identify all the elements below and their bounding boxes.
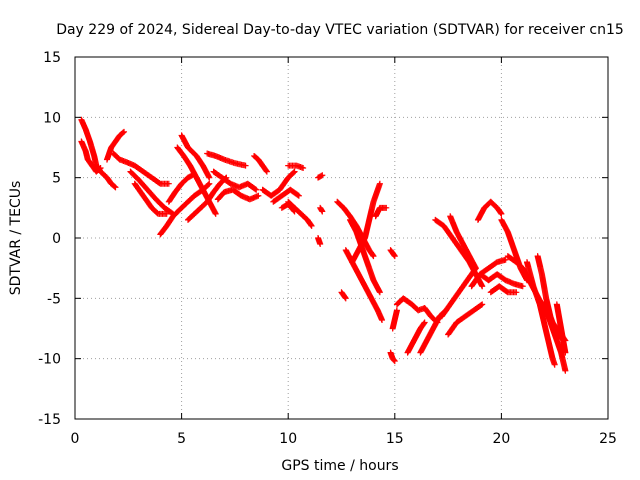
data-point	[263, 168, 270, 175]
data-point	[300, 165, 307, 172]
data-point	[252, 186, 259, 193]
y-tick-label: 10	[43, 110, 61, 126]
x-tick-label: 0	[71, 431, 80, 447]
data-point	[479, 301, 486, 308]
x-tick-label: 10	[279, 431, 297, 447]
data-point	[502, 256, 509, 263]
data-point	[291, 168, 298, 175]
grid	[75, 57, 608, 419]
data-point	[96, 165, 103, 172]
data-point	[562, 349, 569, 356]
data-point	[342, 295, 349, 302]
y-tick-label: 5	[52, 171, 61, 187]
x-tick-label: 5	[177, 431, 186, 447]
data-point	[421, 319, 428, 326]
data-point	[519, 283, 526, 290]
data-point	[497, 210, 504, 217]
data-point	[319, 172, 326, 179]
data-point	[291, 208, 298, 215]
data-point	[562, 367, 569, 374]
tick-labels: 0 5 10 15 20 25 -15 -10 -5 0 5 10 15	[38, 50, 617, 447]
data-point	[369, 252, 376, 259]
data-point	[308, 222, 315, 229]
data-point	[206, 174, 213, 181]
data-point	[498, 210, 505, 217]
data-point	[263, 167, 270, 174]
data-point	[294, 192, 301, 199]
data-point	[165, 180, 172, 187]
data-point	[376, 180, 383, 187]
data-point	[551, 361, 558, 368]
data-point	[391, 358, 398, 365]
y-axis-label: SDTVAR / TECUs	[8, 181, 24, 296]
y-tick-label: -15	[38, 412, 61, 428]
data-point	[242, 162, 249, 169]
y-tick-label: -10	[38, 352, 61, 368]
data-point	[472, 266, 479, 273]
x-tick-label: 20	[492, 431, 510, 447]
data-point	[308, 222, 315, 229]
data-point	[376, 289, 383, 296]
x-tick-label: 15	[386, 431, 404, 447]
data-point	[212, 210, 219, 217]
data-point	[290, 207, 297, 214]
data-point	[120, 129, 127, 136]
x-axis-label: GPS time / hours	[281, 458, 398, 474]
data-point	[393, 307, 400, 314]
data-point	[478, 302, 485, 309]
plot-frame	[74, 56, 609, 420]
data-point	[391, 252, 398, 259]
data-point	[383, 204, 390, 211]
data-point	[112, 184, 119, 191]
y-tick-label: -5	[47, 291, 61, 307]
data-point	[391, 253, 398, 260]
data-point	[379, 317, 386, 324]
data-point	[121, 128, 128, 135]
y-tick-label: 0	[52, 231, 61, 247]
data-point	[295, 192, 302, 199]
data-point	[205, 181, 212, 188]
data-point	[290, 169, 297, 176]
data-point	[253, 186, 260, 193]
data-point	[111, 183, 118, 190]
data-point	[163, 210, 170, 217]
data-point	[391, 357, 398, 364]
data-points	[78, 116, 569, 374]
data-point	[206, 180, 213, 187]
data-point	[342, 294, 349, 301]
data-point	[255, 192, 262, 199]
data-point	[370, 253, 377, 260]
data-point	[319, 208, 326, 215]
data-point	[318, 172, 325, 179]
data-point	[472, 265, 479, 272]
chart-title: Day 229 of 2024, Sidereal Day-to-day VTE…	[56, 22, 624, 38]
data-point	[479, 283, 486, 290]
y-tick-label: 15	[43, 50, 61, 66]
data-point	[513, 289, 520, 296]
data-point	[97, 165, 104, 172]
data-point	[421, 320, 428, 327]
x-tick-label: 25	[599, 431, 617, 447]
data-point	[317, 241, 324, 248]
